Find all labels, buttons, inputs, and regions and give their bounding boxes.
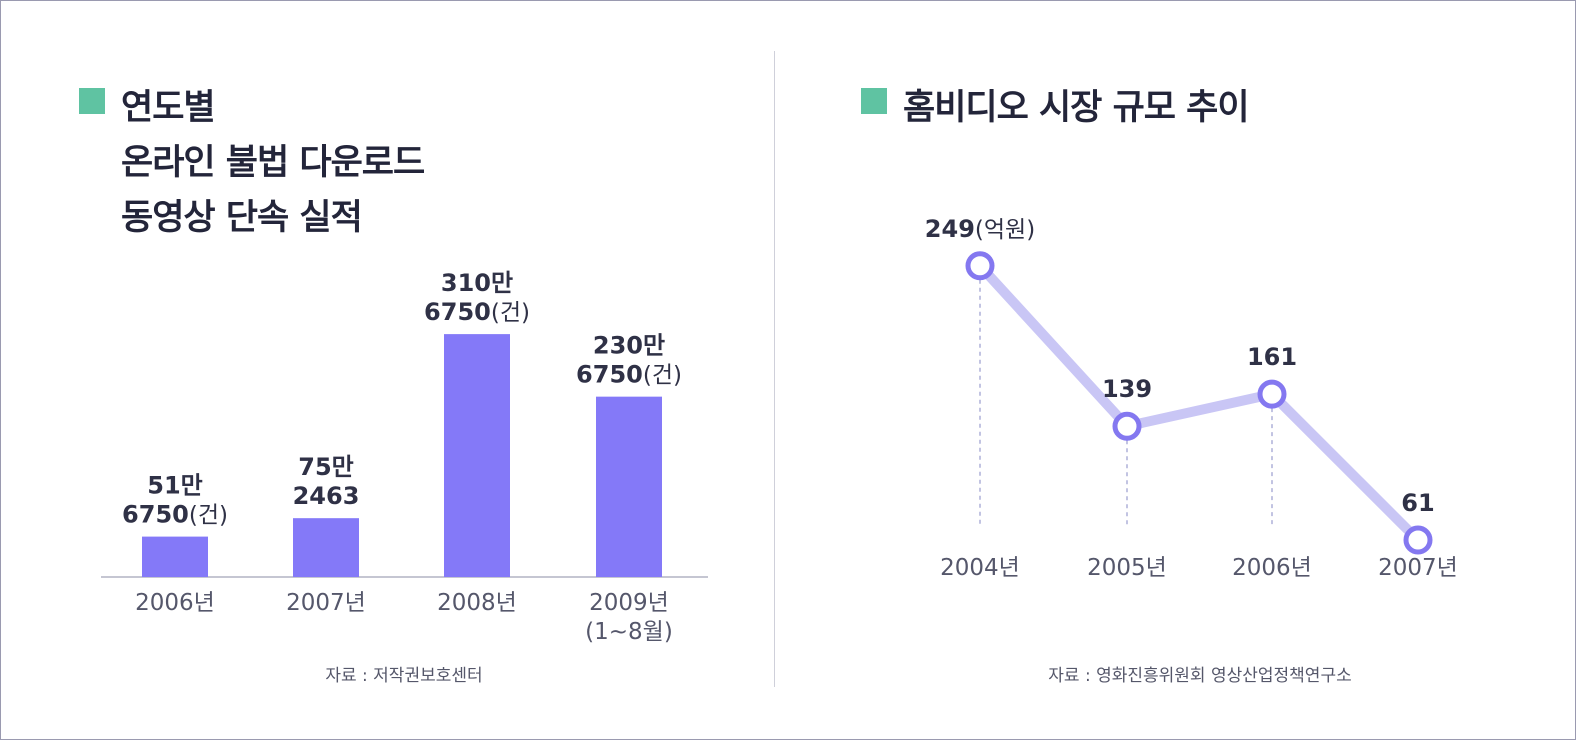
- bar-category-label-2-0: 2008년: [437, 590, 517, 616]
- bar-1: [293, 518, 359, 577]
- right-source-note: 자료 : 영화진흥위원회 영상산업정책연구소: [1048, 666, 1352, 686]
- bar-value-label-0-1: 6750(건): [122, 501, 228, 529]
- point-value-label-0: 249(억원): [925, 215, 1035, 243]
- line-category-label-2: 2006년: [1232, 555, 1312, 581]
- point-value-label-3: 61: [1401, 489, 1434, 517]
- bar-chart: 51만6750(건)2006년75만24632007년310만6750(건)20…: [101, 269, 708, 645]
- bar-0: [142, 536, 208, 577]
- bar-value-label-2-1: 6750(건): [424, 298, 530, 326]
- bar-category-label-0-0: 2006년: [135, 590, 215, 616]
- bar-category-label-3-1: (1~8월): [585, 619, 673, 645]
- line-chart: 249(억원) 2004년 139 2005년 161 2006년 61 2007년: [925, 215, 1458, 581]
- data-point-0: [965, 251, 995, 281]
- trend-line: [975, 260, 1423, 546]
- bar-value-label-3-0: 230만: [593, 332, 665, 360]
- bar-value-label-0-0: 51만: [147, 472, 202, 500]
- data-point-2: [1257, 379, 1287, 409]
- left-source-note: 자료 : 저작권보호센터: [325, 666, 483, 686]
- bar-value-label-1-1: 2463: [293, 482, 360, 510]
- left-title-line-3: 동영상 단속 실적: [121, 198, 363, 238]
- bar-2: [444, 334, 510, 577]
- bar-category-label-3-0: 2009년: [589, 590, 669, 616]
- line-category-label-3: 2007년: [1378, 555, 1458, 581]
- bar-value-label-1-0: 75만: [298, 453, 353, 481]
- bar-value-label-3-1: 6750(건): [576, 361, 682, 389]
- line-category-label-1: 2005년: [1087, 555, 1167, 581]
- point-value-label-1: 139: [1102, 375, 1152, 403]
- panel-divider: [774, 51, 775, 687]
- bar-category-label-1-0: 2007년: [286, 590, 366, 616]
- right-title-marker: [861, 88, 887, 114]
- data-point-3: [1403, 525, 1433, 555]
- bar-3: [596, 396, 662, 577]
- left-title-marker: [79, 88, 105, 114]
- point-value-label-2: 161: [1247, 343, 1297, 371]
- right-title-line-1: 홈비디오 시장 규모 추이: [903, 88, 1250, 128]
- bar-value-label-2-0: 310만: [441, 269, 513, 297]
- left-title-line-1: 연도별: [121, 88, 216, 128]
- line-category-label-0: 2004년: [940, 555, 1020, 581]
- data-point-1: [1112, 411, 1142, 441]
- left-title-line-2: 온라인 불법 다운로드: [121, 143, 425, 183]
